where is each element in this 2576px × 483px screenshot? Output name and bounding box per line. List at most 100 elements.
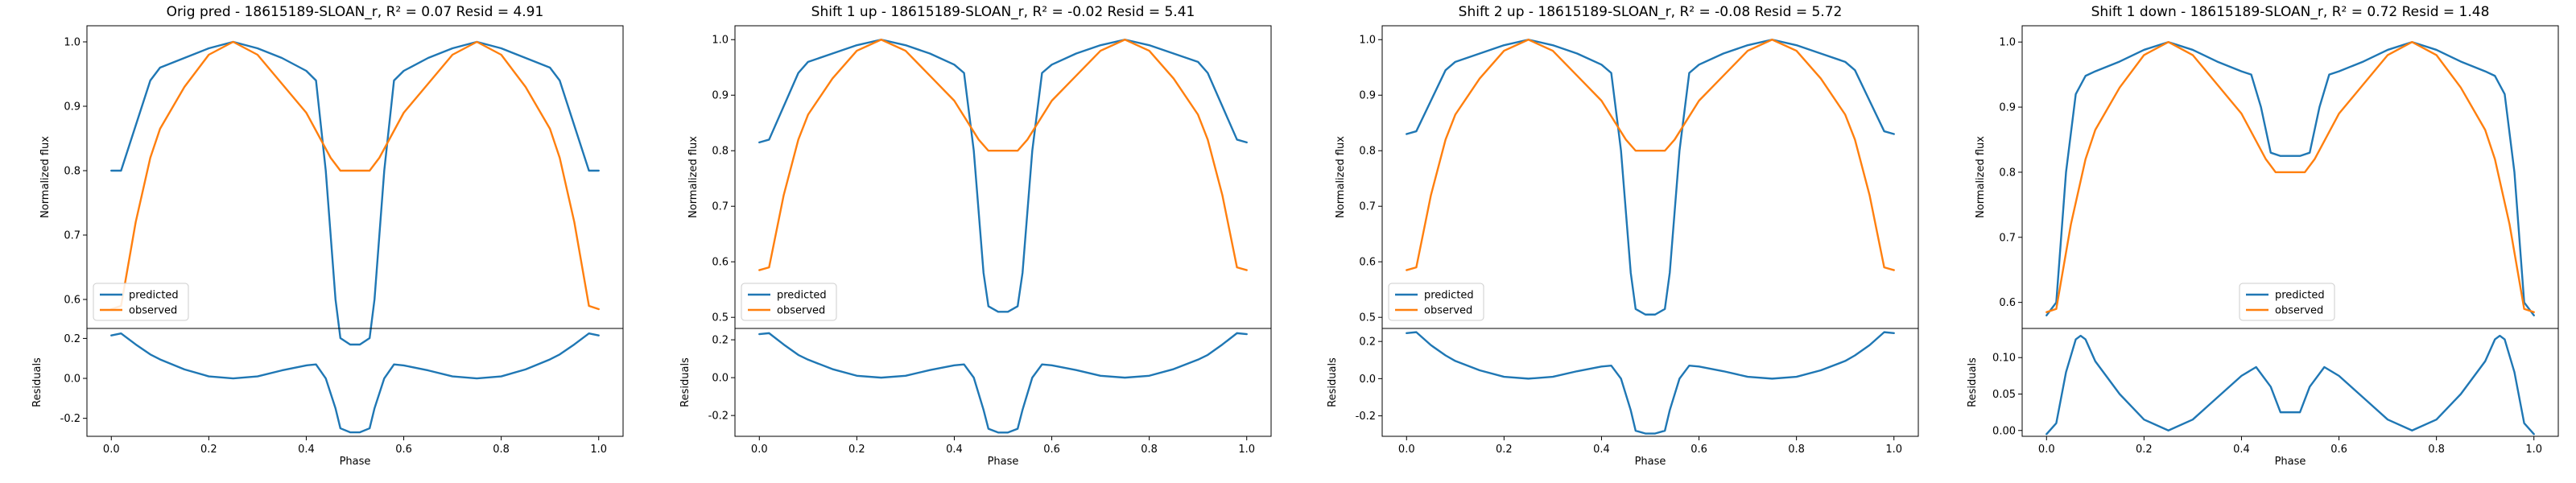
predicted-flux-line <box>110 40 600 346</box>
legend: predicted observed <box>93 283 189 321</box>
phase-xtick-label: 0.4 <box>2233 444 2250 456</box>
residual-ylabel: Residuals <box>1327 357 1339 407</box>
panel-3: Shift 2 up - 18615189-SLOAN_r, R² = -0.0… <box>1327 4 1919 468</box>
residual-xlabel: Phase <box>988 456 1019 468</box>
legend-box <box>741 283 837 321</box>
residual-ylabel: Residuals <box>31 357 43 407</box>
legend-observed-label: observed <box>777 305 825 317</box>
phase-xtick-label: 0.2 <box>2136 444 2153 456</box>
legend: predicted observed <box>2239 283 2335 321</box>
phase-xtick-label: 1.0 <box>590 444 607 456</box>
residual-ylabel: Residuals <box>679 357 691 407</box>
residual-ytick-label: 0.00 <box>1992 425 2016 437</box>
panel-2: Shift 1 up - 18615189-SLOAN_r, R² = -0.0… <box>679 4 1272 468</box>
flux-ylabel: Normalized flux <box>1335 136 1347 218</box>
phase-xtick-label: 0.6 <box>395 444 412 456</box>
panel-title: Shift 1 up - 18615189-SLOAN_r, R² = -0.0… <box>811 4 1195 20</box>
residual-line <box>1406 331 1895 435</box>
phase-xtick-label: 0.6 <box>1690 444 1707 456</box>
flux-ytick-label: 0.8 <box>1359 146 1376 158</box>
residual-xlabel: Phase <box>1635 456 1666 468</box>
observed-flux-line <box>1406 39 1895 271</box>
residual-ytick-label: 0.0 <box>1359 374 1376 386</box>
phase-xtick-label: 0.0 <box>751 444 768 456</box>
residual-axes-frame <box>734 328 1272 437</box>
phase-xtick-label: 0.0 <box>1398 444 1415 456</box>
legend-box <box>2239 283 2335 321</box>
phase-xtick-label: 0.4 <box>946 444 963 456</box>
residual-ytick-label: -0.2 <box>708 411 729 423</box>
phase-xtick-label: 0.6 <box>2330 444 2347 456</box>
panel-4: Shift 1 down - 18615189-SLOAN_r, R² = 0.… <box>1967 4 2559 468</box>
flux-ytick-label: 1.0 <box>712 35 729 47</box>
panel-title: Shift 1 down - 18615189-SLOAN_r, R² = 0.… <box>2091 4 2490 20</box>
flux-ylabel: Normalized flux <box>1975 136 1987 218</box>
flux-ytick-label: 0.9 <box>712 90 729 102</box>
residual-axes-frame <box>86 328 624 437</box>
legend-predicted-label: predicted <box>777 290 827 302</box>
predicted-flux-line <box>1406 39 1895 316</box>
flux-ytick-label: 0.9 <box>1999 102 2016 114</box>
phase-xtick-label: 0.4 <box>1593 444 1610 456</box>
legend-predicted-label: predicted <box>1424 290 1474 302</box>
residual-ytick-label: 0.2 <box>64 333 80 345</box>
predicted-flux-line <box>758 39 1248 313</box>
flux-ytick-label: 0.5 <box>712 312 729 324</box>
flux-ytick-label: 0.7 <box>64 230 80 242</box>
phase-xtick-label: 0.0 <box>103 444 120 456</box>
residual-line <box>110 332 600 434</box>
legend-box <box>1388 283 1484 321</box>
legend: predicted observed <box>1388 283 1484 321</box>
panel-title: Orig pred - 18615189-SLOAN_r, R² = 0.07 … <box>167 4 544 20</box>
observed-flux-line <box>758 39 1248 271</box>
flux-ytick-label: 0.6 <box>1359 257 1376 269</box>
phase-xtick-label: 0.8 <box>2428 444 2445 456</box>
legend: predicted observed <box>741 283 837 321</box>
flux-ytick-label: 0.9 <box>1359 90 1376 102</box>
residual-xlabel: Phase <box>340 456 371 468</box>
residual-ytick-label: -0.2 <box>1356 411 1376 423</box>
legend-predicted-label: predicted <box>129 290 179 302</box>
predicted-flux-line <box>2046 41 2535 317</box>
legend-observed-label: observed <box>129 305 177 317</box>
flux-ylabel: Normalized flux <box>39 136 52 218</box>
residual-axes-frame <box>2021 328 2559 437</box>
residual-axes-frame <box>1381 328 1919 437</box>
legend-box <box>93 283 189 321</box>
phase-xtick-label: 1.0 <box>1885 444 1902 456</box>
flux-ytick-label: 0.9 <box>64 101 80 114</box>
phase-xtick-label: 0.8 <box>1788 444 1805 456</box>
residual-ytick-label: 0.10 <box>1992 353 2016 365</box>
flux-ylabel: Normalized flux <box>687 136 700 218</box>
phase-xtick-label: 0.8 <box>493 444 510 456</box>
observed-flux-line <box>110 40 600 311</box>
observed-flux-line <box>2046 41 2535 313</box>
residual-ytick-label: 0.2 <box>1359 336 1376 349</box>
flux-ytick-label: 1.0 <box>64 37 80 49</box>
phase-xtick-label: 0.2 <box>1496 444 1513 456</box>
phase-xtick-label: 1.0 <box>2525 444 2542 456</box>
residual-ytick-label: -0.2 <box>60 413 80 425</box>
flux-ytick-label: 0.8 <box>1999 167 2016 179</box>
residual-line <box>2046 334 2535 436</box>
flux-ytick-label: 0.6 <box>712 257 729 269</box>
flux-ytick-label: 1.0 <box>1999 37 2016 49</box>
residual-ylabel: Residuals <box>1967 357 1979 407</box>
phase-xtick-label: 0.2 <box>848 444 865 456</box>
panel-title: Shift 2 up - 18615189-SLOAN_r, R² = -0.0… <box>1459 4 1843 20</box>
flux-ytick-label: 1.0 <box>1359 35 1376 47</box>
phase-xtick-label: 0.6 <box>1043 444 1060 456</box>
flux-ytick-label: 0.7 <box>1359 201 1376 213</box>
residual-ytick-label: 0.05 <box>1992 389 2016 401</box>
legend-predicted-label: predicted <box>2275 290 2325 302</box>
residual-ytick-label: 0.0 <box>64 374 80 386</box>
phase-xtick-label: 1.0 <box>1238 444 1255 456</box>
phase-xtick-label: 0.2 <box>200 444 217 456</box>
flux-ytick-label: 0.6 <box>64 295 80 307</box>
flux-ytick-label: 0.5 <box>1359 312 1376 324</box>
flux-ytick-label: 0.7 <box>712 201 729 213</box>
flux-ytick-label: 0.6 <box>1999 297 2016 309</box>
residual-xlabel: Phase <box>2275 456 2306 468</box>
phase-xtick-label: 0.0 <box>2038 444 2055 456</box>
